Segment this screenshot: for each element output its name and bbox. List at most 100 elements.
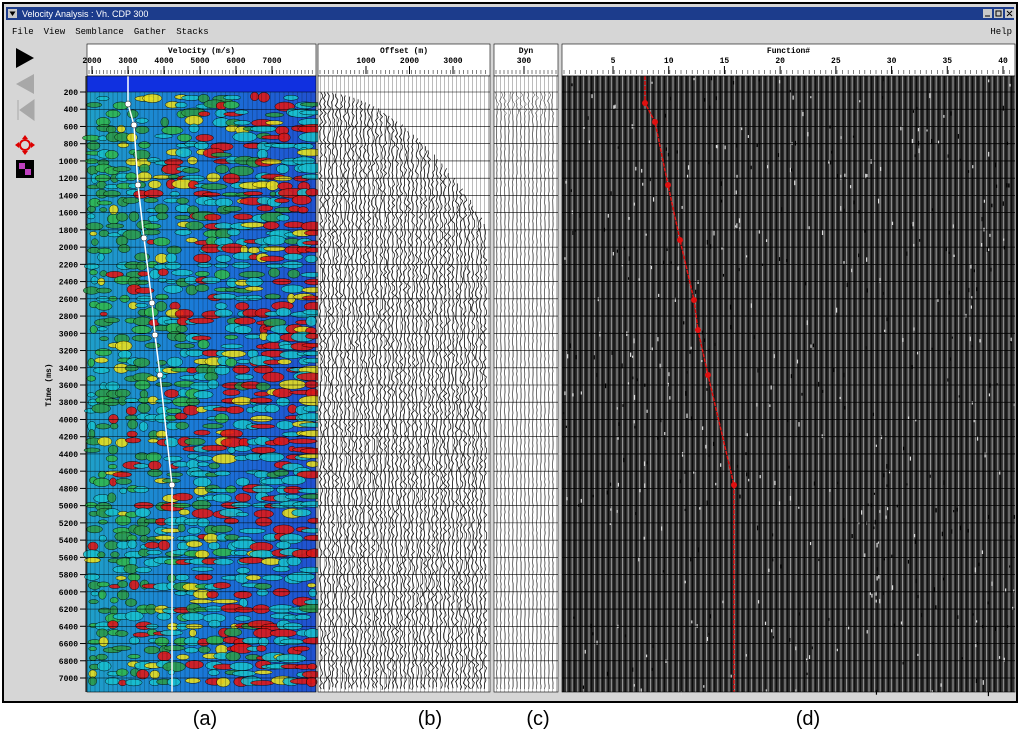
seismic-trace xyxy=(503,91,507,689)
move-tool[interactable] xyxy=(15,135,35,155)
menu-item[interactable]: Gather xyxy=(134,27,166,37)
noise-speck xyxy=(943,114,945,118)
noise-speck xyxy=(633,684,635,687)
noise-speck xyxy=(882,291,884,295)
panel-border xyxy=(561,75,1016,693)
noise-speck xyxy=(757,368,759,373)
panel-tick-label: 35 xyxy=(942,57,952,66)
noise-speck xyxy=(917,140,920,146)
noise-speck xyxy=(573,616,575,619)
noise-speck xyxy=(778,80,781,84)
window-button-icons xyxy=(985,10,1013,17)
noise-speck xyxy=(917,128,920,132)
noise-speck xyxy=(858,210,860,214)
noise-speck xyxy=(991,581,993,586)
noise-speck xyxy=(689,350,691,354)
noise-speck xyxy=(567,354,569,359)
panel-tick-label: 10 xyxy=(664,57,674,66)
noise-speck xyxy=(592,494,594,498)
back-button[interactable] xyxy=(16,74,34,94)
velocity-pick-line xyxy=(127,76,173,692)
noise-speck xyxy=(837,173,839,178)
noise-speck xyxy=(724,145,726,150)
noise-speck xyxy=(623,246,626,250)
noise-speck xyxy=(848,433,851,436)
menu-item[interactable]: Semblance xyxy=(75,27,124,37)
noise-speck xyxy=(616,249,619,253)
noise-speck xyxy=(828,617,830,621)
noise-speck xyxy=(1013,589,1015,593)
noise-speck xyxy=(809,542,812,546)
noise-speck xyxy=(968,287,970,293)
noise-speck xyxy=(757,600,760,604)
noise-speck xyxy=(750,303,752,308)
noise-speck xyxy=(708,161,710,165)
noise-speck xyxy=(639,488,641,493)
noise-speck xyxy=(570,189,572,192)
panel-tick-label: 5 xyxy=(611,57,616,66)
noise-speck xyxy=(956,507,958,512)
noise-speck xyxy=(769,404,771,407)
noise-speck xyxy=(886,317,888,322)
noise-speck xyxy=(579,213,581,218)
maximize-button[interactable] xyxy=(994,9,1003,18)
noise-speck xyxy=(735,190,737,195)
noise-speck xyxy=(666,248,668,252)
menu-item[interactable]: File xyxy=(12,27,34,37)
noise-speck xyxy=(915,578,917,584)
noise-speck xyxy=(593,355,595,360)
noise-speck xyxy=(878,574,880,579)
noise-speck xyxy=(747,135,749,138)
noise-speck xyxy=(867,503,869,507)
noise-speck xyxy=(732,80,735,85)
noise-speck xyxy=(591,94,593,99)
first-button[interactable] xyxy=(17,99,35,121)
noise-speck xyxy=(822,389,824,393)
panel-tick-label: 40 xyxy=(998,57,1008,66)
time-tick-label: 5800 xyxy=(59,572,78,581)
time-tick-label: 6400 xyxy=(59,623,78,632)
noise-speck xyxy=(981,243,983,248)
panel-tick-label: 2000 xyxy=(400,57,419,66)
noise-speck xyxy=(651,667,653,671)
time-tick-label: 5200 xyxy=(59,520,78,529)
seismic-trace xyxy=(358,100,364,689)
minimize-button[interactable] xyxy=(983,9,992,18)
seismic-trace xyxy=(362,102,368,688)
time-tick-label: 3600 xyxy=(59,382,78,391)
noise-speck xyxy=(662,570,665,573)
noise-speck xyxy=(902,338,904,342)
menu-item[interactable]: View xyxy=(44,27,66,37)
noise-speck xyxy=(877,541,879,544)
time-tick-label: 6200 xyxy=(59,606,78,615)
function-pick xyxy=(677,237,683,243)
noise-speck xyxy=(765,239,768,242)
seismic-trace xyxy=(374,108,380,688)
time-tick-label: 4600 xyxy=(59,468,78,477)
noise-speck xyxy=(786,259,788,262)
noise-speck xyxy=(638,557,640,562)
noise-speck xyxy=(605,383,607,389)
color-tool[interactable] xyxy=(16,160,34,178)
noise-speck xyxy=(914,539,916,544)
noise-speck xyxy=(949,357,952,361)
noise-speck xyxy=(722,600,724,604)
noise-speck xyxy=(1012,606,1014,610)
noise-speck xyxy=(875,599,877,603)
noise-speck xyxy=(677,266,679,271)
noise-speck xyxy=(883,558,885,561)
play-button[interactable] xyxy=(16,48,34,68)
menu-item[interactable]: Stacks xyxy=(176,27,208,37)
noise-speck xyxy=(669,96,672,101)
seismic-trace xyxy=(334,93,340,688)
noise-speck xyxy=(996,383,998,386)
help-menu[interactable]: Help xyxy=(990,27,1012,37)
noise-speck xyxy=(1002,105,1004,111)
noise-speck xyxy=(736,142,738,148)
noise-speck xyxy=(988,514,990,519)
noise-speck xyxy=(674,297,676,302)
noise-speck xyxy=(720,199,723,203)
stack-panel xyxy=(562,76,1015,692)
panel-tick-label: 3000 xyxy=(443,57,462,66)
noise-speck xyxy=(918,148,920,154)
